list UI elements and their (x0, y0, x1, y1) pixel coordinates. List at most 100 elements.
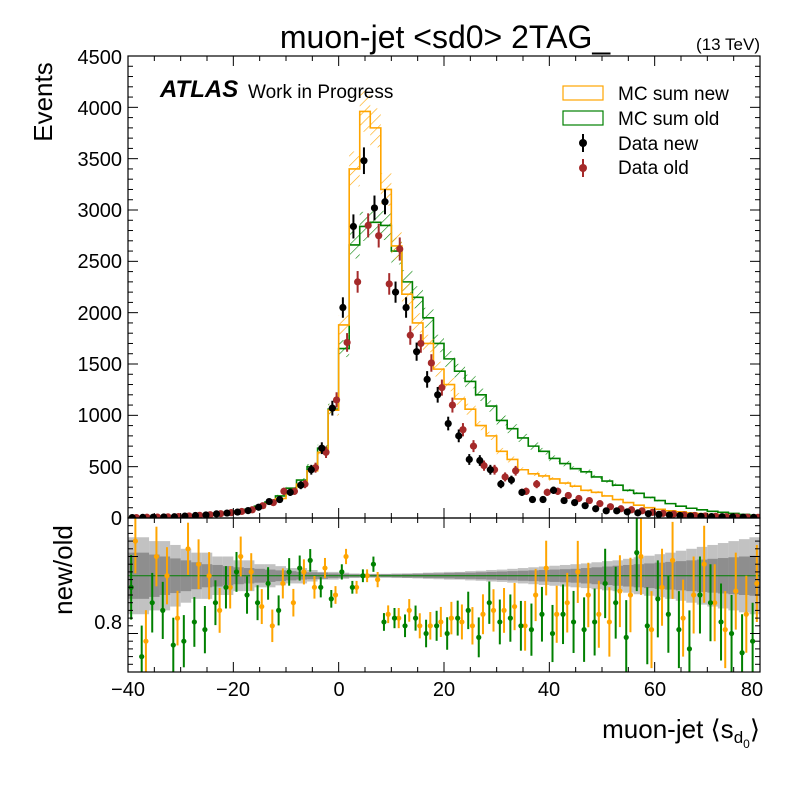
ratio-point-1 (528, 627, 535, 633)
data-new-point (318, 444, 326, 452)
ratio-point-0 (480, 611, 486, 617)
ratio-point-1 (297, 565, 303, 571)
data-new-point (592, 505, 600, 513)
main-points-layer (128, 147, 760, 518)
y-tick-label: 1500 (78, 354, 123, 376)
ratio-point-1 (265, 580, 271, 587)
y-tick-label: 4000 (78, 98, 123, 120)
ratio-point-0 (754, 580, 760, 587)
data-old-point (427, 359, 435, 367)
y-tick-label: 2500 (78, 251, 123, 273)
data-new-point (360, 157, 368, 165)
ratio-point-0 (701, 561, 707, 567)
ratio-point-0 (269, 623, 275, 629)
data-new-point (686, 512, 695, 518)
ratio-point-0 (627, 592, 634, 598)
legend-label-data-new: Data new (618, 134, 699, 155)
ratio-point-0 (459, 619, 465, 625)
ratio-point-0 (596, 611, 602, 617)
x-tick-label: 40 (538, 679, 560, 701)
ratio-point-1 (360, 573, 366, 579)
legend-swatch-mc-new (562, 85, 604, 101)
y-tick-label: 500 (89, 457, 122, 479)
data-new-point (518, 488, 526, 496)
ratio-y-tick-label: 0.8 (94, 612, 122, 634)
data-new-point (549, 486, 558, 494)
ratio-point-1 (507, 615, 513, 621)
data-new-point (223, 509, 231, 517)
ratio-point-1 (476, 634, 482, 640)
data-new-point (370, 204, 379, 212)
ratio-point-0 (501, 607, 507, 614)
ratio-point-1 (497, 619, 503, 625)
ratio-point-0 (206, 573, 212, 579)
ratio-point-0 (543, 565, 549, 571)
data-new-point (339, 303, 347, 312)
data-new-point (571, 499, 579, 507)
ratio-point-1 (444, 630, 450, 637)
data-old-point (480, 462, 488, 470)
ratio-point-1 (686, 646, 693, 652)
x-tick-label: 20 (433, 679, 455, 701)
ratio-point-0 (427, 623, 433, 629)
x-axis-title-subscript: d (734, 728, 743, 747)
ratio-point-0 (132, 538, 138, 544)
y-tick-label: 4500 (78, 47, 123, 69)
ratio-point-0 (638, 553, 644, 560)
ratio-point-0 (490, 607, 497, 614)
ratio-point-1 (160, 607, 166, 614)
data-new-point (297, 481, 305, 489)
ratio-point-0 (712, 600, 718, 606)
main-histogram-layer (128, 91, 760, 518)
ratio-point-1 (655, 596, 661, 602)
data-new-point (486, 466, 494, 474)
data-old-point (512, 467, 520, 475)
ratio-point-1 (665, 611, 671, 617)
ratio-point-0 (564, 600, 570, 606)
ratio-point-1 (233, 569, 240, 575)
data-old-point (375, 232, 383, 240)
x-axis-title: muon-jet ⟨sd0⟩ (602, 714, 760, 751)
ratio-point-1 (307, 557, 313, 563)
x-tick-label: −20 (216, 679, 250, 701)
x-tick-label: 80 (741, 679, 763, 701)
ratio-point-1 (170, 642, 176, 648)
ratio-point-1 (750, 638, 756, 644)
ratio-point-0 (217, 607, 223, 614)
status-label: Work in Progress (248, 82, 393, 103)
data-old-point (332, 396, 341, 404)
legend-swatch-mc-old (562, 110, 604, 126)
data-new-point (434, 391, 442, 399)
data-new-point (381, 198, 389, 206)
ratio-point-0 (511, 603, 518, 610)
data-new-point (729, 513, 737, 518)
data-old-point (343, 338, 351, 347)
data-old-point (533, 480, 541, 488)
data-new-point (697, 512, 705, 518)
x-axis-title-symbol: ⟨s (711, 714, 734, 744)
data-new-point (286, 488, 294, 496)
data-new-point (623, 508, 631, 516)
data-new-point (160, 513, 168, 518)
chart-title: muon-jet <sd0> 2TAG_ (280, 19, 611, 55)
ratio-point-1 (434, 623, 440, 629)
ratio-y-axis-title: new/old (48, 525, 78, 615)
legend-label-mc-new: MC sum new (618, 84, 729, 105)
ratio-point-0 (575, 569, 581, 575)
ratio-point-0 (332, 592, 339, 598)
data-new-point (581, 502, 589, 510)
ratio-point-1 (644, 623, 650, 629)
ratio-point-1 (613, 600, 619, 606)
data-new-point (202, 511, 210, 518)
data-new-point (402, 303, 410, 312)
ratio-point-1 (402, 623, 408, 629)
x-tick-label: −40 (111, 679, 145, 701)
data-new-point (750, 513, 758, 518)
ratio-point-1 (518, 623, 524, 629)
ratio-point-1 (318, 584, 324, 590)
ratio-point-1 (718, 619, 724, 625)
ratio-point-1 (139, 654, 145, 660)
ratio-point-0 (375, 577, 381, 583)
ratio-point-0 (722, 627, 728, 633)
